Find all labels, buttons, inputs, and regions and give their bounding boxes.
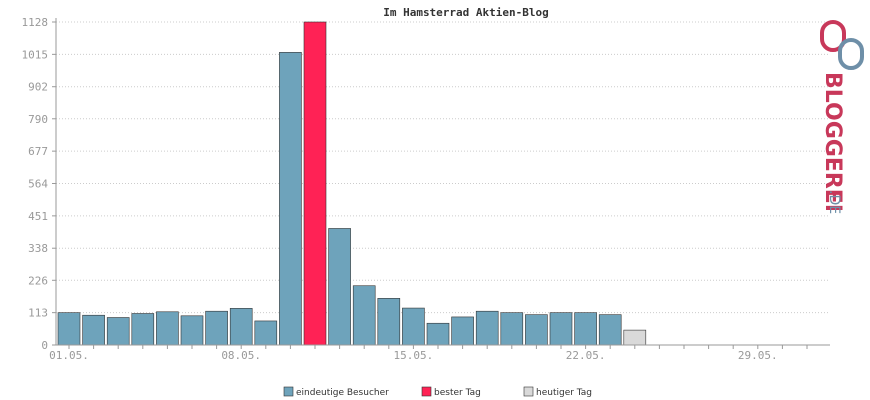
bar xyxy=(500,312,524,346)
bar xyxy=(279,52,302,346)
bar xyxy=(623,329,647,346)
bar xyxy=(328,228,351,346)
bar xyxy=(254,320,278,346)
y-tick-label: 677 xyxy=(28,145,48,158)
bar xyxy=(426,322,450,346)
bar xyxy=(377,298,401,346)
bars xyxy=(57,21,647,346)
bar xyxy=(57,312,81,346)
y-axis: 0 113 226 338 451 564 677 790 902 1015 1128 xyxy=(22,16,57,352)
bar xyxy=(451,316,474,346)
y-tick-label: 790 xyxy=(28,113,48,126)
legend-label: heutiger Tag xyxy=(536,388,592,398)
y-tick-label: 902 xyxy=(28,81,48,94)
legend-swatch xyxy=(421,386,432,397)
x-tick-label: 22.05. xyxy=(566,349,606,362)
legend: eindeutige Besucher bester Tag heutiger Ta… xyxy=(283,386,592,398)
x-tick-label: 29.05. xyxy=(738,349,778,362)
bar xyxy=(82,314,105,346)
grid xyxy=(56,21,830,314)
bar xyxy=(229,308,253,346)
y-tick-label: 1015 xyxy=(22,48,49,61)
y-tick-label: 1128 xyxy=(22,16,49,29)
legend-swatch xyxy=(283,386,294,397)
bar xyxy=(352,285,376,346)
legend-swatch xyxy=(523,386,534,397)
chart-title: Im Hamsterrad Aktien-Blog xyxy=(383,6,549,19)
bar xyxy=(131,313,155,346)
bar xyxy=(205,310,228,346)
x-axis: 01.05. 08.05. 15.05. 22.05. 29.05. xyxy=(49,344,830,362)
bar xyxy=(574,312,597,346)
logo-suffix: .DE xyxy=(826,190,842,214)
logo-text: BLOGGEREI xyxy=(820,72,845,212)
bar xyxy=(402,307,425,346)
bar xyxy=(156,311,179,346)
y-tick-label: 0 xyxy=(41,339,48,352)
legend-label: eindeutige Besucher xyxy=(296,388,389,398)
y-tick-label: 564 xyxy=(28,178,48,191)
y-tick-label: 113 xyxy=(28,307,48,320)
y-tick-label: 451 xyxy=(28,210,48,223)
y-tick-label: 226 xyxy=(28,274,48,287)
bloggerei-logo: BLOGGEREI .DE xyxy=(820,20,864,214)
x-tick-label: 08.05. xyxy=(221,349,261,362)
bar xyxy=(106,317,130,346)
x-tick-label: 01.05. xyxy=(49,349,89,362)
legend-label: bester Tag xyxy=(434,388,481,398)
bar xyxy=(525,314,548,346)
y-tick-label: 338 xyxy=(28,242,48,255)
bar xyxy=(549,312,573,346)
logo-rings-icon xyxy=(820,20,864,70)
bar xyxy=(475,310,499,346)
bar xyxy=(598,314,622,346)
x-tick-label: 15.05. xyxy=(394,349,434,362)
bar xyxy=(303,21,327,346)
bar xyxy=(180,315,204,346)
